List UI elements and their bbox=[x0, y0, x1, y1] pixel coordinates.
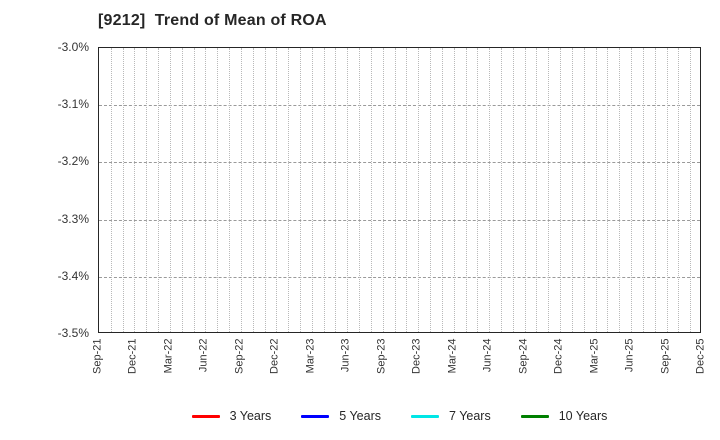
gridline-vertical bbox=[571, 48, 573, 332]
legend-line-swatch bbox=[191, 414, 220, 418]
legend-label: 10 Years bbox=[558, 409, 608, 423]
x-tick-label: Mar-23 bbox=[304, 338, 317, 373]
gridline-vertical bbox=[347, 48, 349, 332]
gridline-vertical bbox=[394, 48, 396, 332]
x-tick-label: Mar-25 bbox=[588, 338, 601, 373]
gridline-vertical bbox=[418, 48, 420, 332]
x-tick-label: Jun-22 bbox=[197, 338, 210, 372]
x-tick-label: Mar-24 bbox=[446, 338, 459, 373]
gridline-vertical bbox=[512, 48, 514, 332]
gridline-vertical bbox=[311, 48, 313, 332]
x-tick-label: Dec-21 bbox=[126, 338, 139, 374]
gridline-vertical bbox=[654, 48, 656, 332]
gridline-vertical bbox=[619, 48, 621, 332]
gridline-vertical bbox=[370, 48, 372, 332]
x-tick-label: Mar-22 bbox=[162, 338, 175, 373]
legend-line-swatch bbox=[301, 414, 330, 418]
legend-item-3-years: 3 Years bbox=[191, 409, 272, 423]
y-tick-label: -3.2% bbox=[57, 154, 89, 169]
x-tick-label: Sep-21 bbox=[91, 338, 104, 374]
x-tick-label: Dec-23 bbox=[410, 338, 423, 374]
gridline-horizontal bbox=[99, 105, 700, 107]
gridline-vertical bbox=[300, 48, 301, 332]
y-tick-label: -3.4% bbox=[57, 268, 89, 283]
x-tick-label: Dec-24 bbox=[552, 338, 565, 374]
gridline-vertical bbox=[252, 48, 254, 332]
gridline-vertical bbox=[217, 48, 219, 332]
x-tick-label: Jun-25 bbox=[623, 338, 636, 372]
gridline-vertical bbox=[690, 48, 692, 332]
gridline-vertical bbox=[382, 48, 384, 332]
gridline-horizontal bbox=[99, 219, 700, 221]
legend-item-10-years: 10 Years bbox=[520, 409, 608, 423]
gridline-vertical bbox=[631, 48, 633, 332]
legend: 3 Years 5 Years 7 Years 10 Years bbox=[98, 404, 701, 428]
gridline-vertical bbox=[276, 48, 278, 332]
y-tick-label: -3.0% bbox=[57, 40, 89, 54]
gridline-vertical bbox=[666, 48, 668, 332]
legend-label: 5 Years bbox=[339, 409, 382, 423]
gridline-vertical bbox=[205, 48, 207, 332]
gridline-horizontal bbox=[99, 162, 700, 164]
legend-label: 3 Years bbox=[229, 409, 272, 423]
x-tick-label: Sep-23 bbox=[375, 338, 388, 374]
gridline-horizontal bbox=[99, 276, 700, 278]
gridline-vertical bbox=[607, 48, 609, 332]
gridline-vertical bbox=[548, 48, 550, 332]
gridline-vertical bbox=[181, 48, 183, 332]
gridline-vertical bbox=[359, 48, 361, 332]
gridline-vertical bbox=[264, 48, 266, 332]
y-tick-label: -3.5% bbox=[57, 326, 89, 340]
x-tick-label: Sep-25 bbox=[659, 338, 672, 374]
gridline-vertical bbox=[477, 48, 479, 332]
gridline-vertical bbox=[430, 48, 432, 332]
y-tick-label: -3.3% bbox=[57, 211, 89, 226]
x-tick-label: Sep-24 bbox=[517, 338, 530, 374]
gridline-vertical bbox=[193, 48, 195, 332]
x-tick-label: Dec-22 bbox=[268, 338, 281, 374]
gridline-vertical bbox=[323, 48, 325, 332]
gridline-vertical bbox=[501, 48, 502, 332]
chart-title: [9212] Trend of Mean of ROA bbox=[98, 12, 327, 29]
legend-line-swatch bbox=[520, 414, 549, 418]
x-tick-label: Jun-23 bbox=[339, 338, 352, 372]
gridline-vertical bbox=[560, 48, 562, 332]
gridline-vertical bbox=[595, 48, 597, 332]
x-tick-label: Sep-22 bbox=[233, 338, 246, 374]
gridline-vertical bbox=[489, 48, 491, 332]
x-tick-label: Jun-24 bbox=[481, 338, 494, 372]
gridline-vertical bbox=[453, 48, 455, 332]
plot-area bbox=[98, 47, 701, 333]
gridline-vertical bbox=[169, 48, 171, 332]
gridline-vertical bbox=[583, 48, 585, 332]
gridline-vertical bbox=[406, 48, 408, 332]
gridline-vertical bbox=[110, 48, 112, 332]
x-tick-label: Dec-25 bbox=[694, 338, 707, 374]
gridline-vertical bbox=[441, 48, 443, 332]
legend-label: 7 Years bbox=[449, 409, 491, 423]
legend-item-7-years: 7 Years bbox=[411, 409, 491, 423]
gridline-vertical bbox=[122, 48, 124, 332]
gridline-vertical bbox=[134, 48, 136, 332]
y-tick-label: -3.1% bbox=[57, 97, 89, 112]
gridline-vertical bbox=[678, 48, 680, 332]
gridline-vertical bbox=[229, 48, 231, 332]
gridline-vertical bbox=[158, 48, 160, 332]
gridline-vertical bbox=[536, 48, 538, 332]
gridline-vertical bbox=[465, 48, 467, 332]
legend-line-swatch bbox=[411, 414, 440, 418]
gridline-vertical bbox=[146, 48, 148, 332]
gridline-vertical bbox=[524, 48, 526, 332]
gridline-vertical bbox=[335, 48, 337, 332]
gridline-vertical bbox=[642, 48, 644, 332]
gridline-vertical bbox=[288, 48, 290, 332]
legend-item-5-years: 5 Years bbox=[301, 409, 381, 423]
gridline-vertical bbox=[240, 48, 242, 332]
